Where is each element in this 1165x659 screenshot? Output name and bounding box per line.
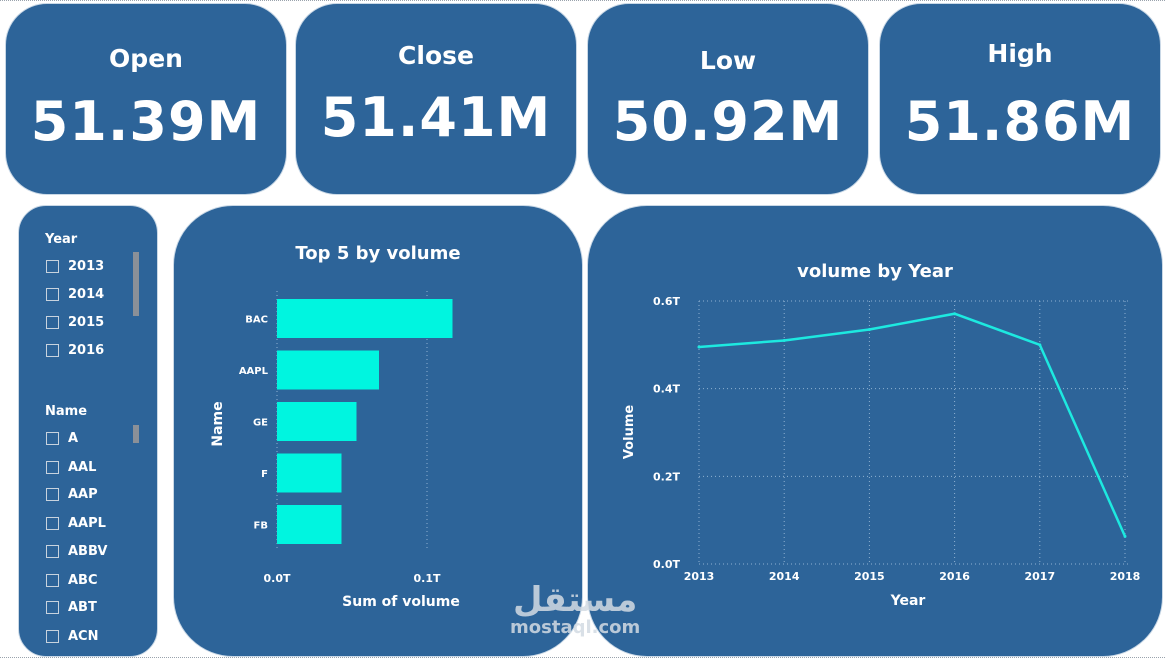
checkbox[interactable]: [46, 315, 59, 329]
checkbox[interactable]: [46, 544, 59, 558]
bar-x-tick-label: 0.0T: [264, 572, 291, 585]
page-top-border: [0, 0, 1165, 2]
line-point[interactable]: [867, 327, 871, 331]
line-x-tick-label: 2016: [939, 570, 970, 583]
line-x-tick-label: 2014: [769, 570, 800, 583]
name-slicer-item[interactable]: AAP: [46, 484, 98, 504]
name-slicer-item-label: A: [68, 430, 79, 446]
kpi-label-high: High: [987, 39, 1053, 68]
checkbox[interactable]: [46, 460, 59, 474]
name-slicer-item[interactable]: AAL: [46, 457, 96, 477]
kpi-value-close: 51.41M: [320, 86, 552, 149]
line-chart-title: volume by Year: [797, 261, 953, 282]
year-slicer-header: Year: [45, 232, 78, 247]
watermark-latin: mostaql.com: [510, 617, 641, 638]
bar-x-axis-label: Sum of volume: [342, 594, 460, 610]
checkbox[interactable]: [46, 487, 59, 501]
checkbox[interactable]: [46, 629, 59, 643]
bar-x-tick-label: 0.1T: [414, 572, 441, 585]
checkbox[interactable]: [46, 259, 59, 273]
bar-category-label: AAPL: [239, 366, 269, 377]
name-slicer-item-label: ABBV: [68, 543, 108, 559]
name-slicer-header: Name: [45, 404, 88, 419]
line-x-axis-label: Year: [890, 593, 926, 609]
checkbox[interactable]: [46, 573, 59, 587]
bar-category-label: BAC: [245, 315, 268, 326]
line-point[interactable]: [1123, 534, 1127, 538]
kpi-card-low[interactable]: Low 50.92M: [587, 3, 869, 195]
year-slicer-item[interactable]: 2014: [46, 284, 104, 304]
line-x-tick-label: 2018: [1110, 570, 1141, 583]
bar-category-label: GE: [253, 418, 268, 429]
name-slicer-item[interactable]: AAPL: [46, 513, 106, 533]
name-slicer-item-label: ACN: [68, 628, 99, 644]
bar-y-axis-label: Name: [210, 401, 226, 446]
kpi-label-close: Close: [398, 41, 474, 70]
name-slicer-item[interactable]: ACN: [46, 626, 98, 646]
line-y-axis-label: Volume: [622, 405, 637, 460]
bar[interactable]: [277, 453, 342, 493]
line-x-tick-label: 2017: [1024, 570, 1055, 583]
year-slicer-scrollbar[interactable]: [133, 252, 139, 316]
name-slicer-item[interactable]: ABBV: [46, 541, 107, 561]
watermark-arabic: مستقل: [512, 580, 638, 620]
name-slicer-item-label: AAPL: [68, 515, 106, 531]
line-y-tick-label: 0.0T: [653, 558, 680, 571]
watermark: مستقل mostaql.com: [510, 583, 640, 639]
kpi-card-open[interactable]: Open 51.39M: [5, 3, 287, 195]
line-y-tick-label: 0.2T: [653, 470, 680, 483]
line-x-tick-label: 2013: [684, 570, 715, 583]
checkbox[interactable]: [46, 431, 59, 445]
checkbox[interactable]: [46, 516, 59, 530]
year-slicer-item-label: 2016: [68, 342, 105, 358]
bar-category-label: F: [261, 469, 268, 480]
kpi-value-open: 51.39M: [30, 90, 262, 153]
line-point[interactable]: [697, 345, 701, 349]
name-slicer-item-label: ABC: [68, 572, 98, 588]
checkbox[interactable]: [46, 343, 59, 357]
line-y-tick-label: 0.6T: [653, 295, 680, 308]
name-slicer-item[interactable]: A: [46, 428, 78, 448]
bar[interactable]: [277, 505, 342, 544]
checkbox[interactable]: [46, 287, 59, 301]
name-slicer-item-label: AAP: [68, 486, 98, 502]
line-y-tick-label: 0.4T: [653, 383, 680, 396]
line-chart: 0.0T 0.2T 0.4T 0.6T 2013 2014 2015 2016 2017 2018…: [622, 295, 1141, 609]
name-slicer-item-label: AAL: [68, 459, 97, 475]
kpi-label-open: Open: [109, 44, 183, 73]
line-point[interactable]: [1038, 343, 1042, 347]
year-slicer-item[interactable]: 2016: [46, 340, 104, 360]
name-slicer-item-label: ABT: [68, 599, 97, 615]
filter-slicer-panel: Year 2013 2014 2015 2016 Name A AAL AAP …: [18, 205, 158, 657]
year-slicer-item[interactable]: 2013: [46, 256, 104, 276]
year-slicer-item-label: 2013: [68, 258, 105, 274]
bar[interactable]: [277, 299, 453, 338]
kpi-label-low: Low: [699, 46, 757, 75]
kpi-value-low: 50.92M: [612, 90, 844, 153]
bar[interactable]: [277, 350, 379, 390]
line-point[interactable]: [953, 312, 957, 316]
name-slicer-item[interactable]: ABC: [46, 570, 98, 590]
bar[interactable]: [277, 402, 357, 441]
page-bottom-border: [0, 657, 1165, 659]
bar-chart-title: Top 5 by volume: [295, 243, 461, 264]
year-slicer-item-label: 2015: [68, 314, 105, 330]
checkbox[interactable]: [46, 600, 59, 614]
kpi-card-close[interactable]: Close 51.41M: [295, 3, 577, 195]
year-slicer-item-label: 2014: [68, 286, 105, 302]
line-x-tick-label: 2015: [854, 570, 885, 583]
name-slicer-scrollbar[interactable]: [133, 425, 139, 443]
year-slicer-item[interactable]: 2015: [46, 312, 104, 332]
name-slicer-item[interactable]: ABT: [46, 597, 97, 617]
volume-line-series[interactable]: [698, 312, 1127, 537]
kpi-value-high: 51.86M: [904, 90, 1136, 153]
bar-category-label: FB: [254, 521, 268, 532]
volume-by-year-chart-card: volume by Year 0.0T 0.2T 0.4T 0.6T 2013 2014 2…: [587, 205, 1163, 657]
line-point[interactable]: [782, 338, 786, 342]
bar-chart: 0.0T 0.1T BAC AAPL GE F FB Sum of volume Name: [210, 291, 460, 610]
kpi-card-high[interactable]: High 51.86M: [879, 3, 1161, 195]
top5-volume-chart-card: Top 5 by volume 0.0T 0.1T BAC AAPL GE F FB Sum …: [173, 205, 583, 657]
